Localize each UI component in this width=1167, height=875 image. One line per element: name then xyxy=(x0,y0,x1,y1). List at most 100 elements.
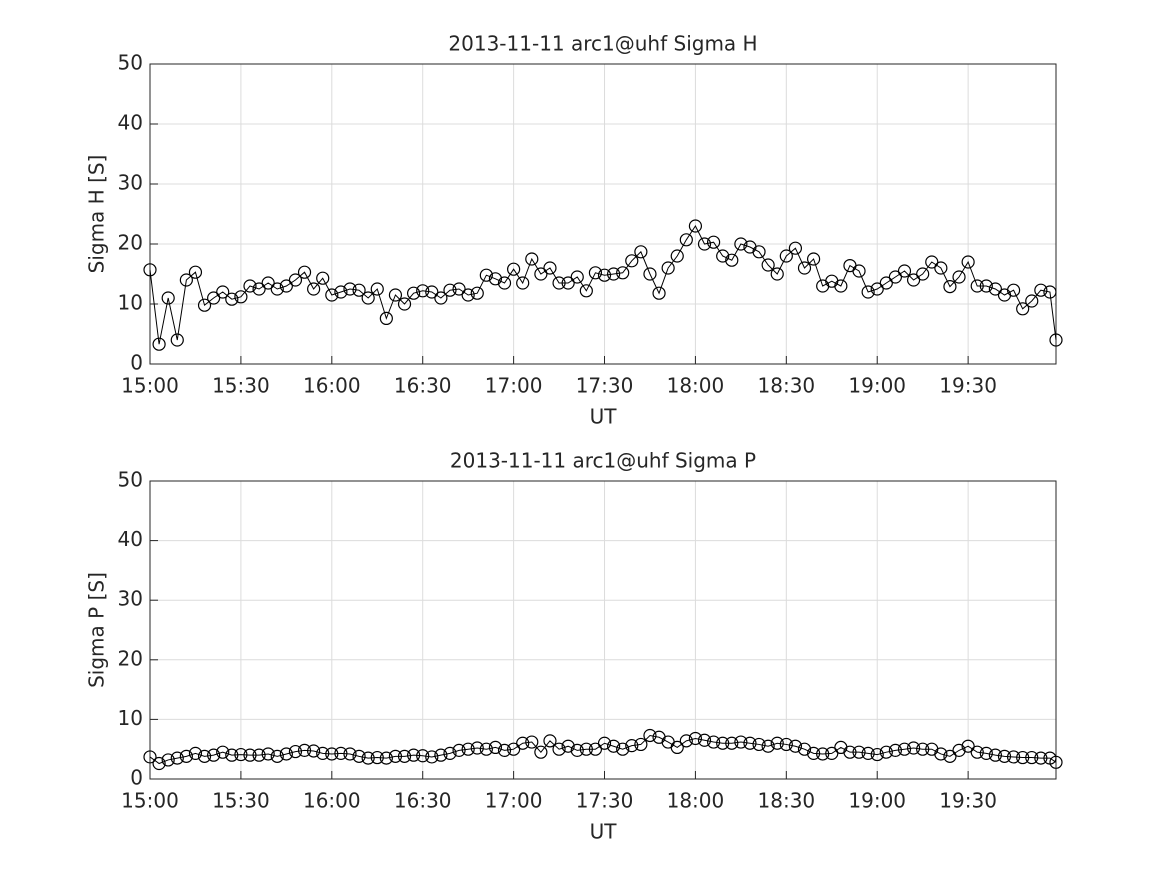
data-point xyxy=(543,734,557,748)
data-point xyxy=(561,739,575,753)
x-tick-label: 18:00 xyxy=(667,374,725,398)
data-point xyxy=(343,747,357,761)
data-point xyxy=(588,742,603,756)
data-point xyxy=(397,749,412,763)
y-tick-label: 40 xyxy=(118,527,143,551)
data-point xyxy=(943,749,957,763)
data-point xyxy=(234,290,248,304)
data-point xyxy=(706,235,721,249)
data-point xyxy=(1006,283,1021,297)
x-tick-label: 15:30 xyxy=(212,789,270,813)
data-point xyxy=(906,273,921,287)
data-point xyxy=(1034,751,1048,765)
data-point xyxy=(188,265,203,279)
data-point xyxy=(870,282,884,296)
y-tick-label: 30 xyxy=(118,171,143,195)
data-point xyxy=(643,267,657,281)
data-point xyxy=(697,237,712,251)
axes-frame xyxy=(149,480,1057,780)
x-axis-label: UT xyxy=(590,405,618,429)
data-point xyxy=(688,731,703,746)
data-point xyxy=(316,271,330,285)
data-point xyxy=(534,267,548,281)
x-tick-label: 19:00 xyxy=(848,374,906,398)
data-point xyxy=(216,745,230,759)
data-point xyxy=(261,747,275,761)
data-point xyxy=(861,746,875,760)
data-point xyxy=(370,750,384,765)
data-point xyxy=(716,249,730,263)
data-point xyxy=(634,737,648,752)
data-point xyxy=(361,291,375,305)
data-point xyxy=(870,747,884,762)
data-point xyxy=(625,254,639,268)
y-tick-label: 0 xyxy=(130,766,143,790)
data-point xyxy=(843,745,857,759)
data-point xyxy=(734,237,748,251)
data-point xyxy=(297,265,312,279)
data-point xyxy=(434,291,448,305)
x-tick-label: 18:00 xyxy=(667,789,725,813)
data-point xyxy=(1025,294,1039,308)
data-point xyxy=(879,745,893,759)
data-point xyxy=(470,286,484,300)
data-point xyxy=(461,742,475,756)
data-point xyxy=(525,735,539,749)
data-point xyxy=(279,279,293,293)
data-point xyxy=(461,288,475,302)
data-point xyxy=(607,267,621,281)
data-point xyxy=(761,739,775,753)
data-point xyxy=(806,746,821,760)
data-point xyxy=(297,743,312,757)
data-point xyxy=(643,728,657,743)
data-point xyxy=(779,737,793,752)
data-point xyxy=(670,249,684,263)
data-point xyxy=(507,742,521,756)
data-point xyxy=(825,746,839,760)
y-tick-label: 30 xyxy=(118,587,143,611)
data-point xyxy=(961,255,975,269)
data-point xyxy=(970,745,984,759)
data-point xyxy=(207,748,221,762)
data-point xyxy=(288,273,303,287)
data-point xyxy=(316,746,330,760)
data-point xyxy=(561,276,575,290)
data-point xyxy=(216,285,230,299)
data-point xyxy=(470,741,484,755)
data-point xyxy=(379,311,393,325)
data-point xyxy=(252,748,266,762)
x-axis-label: UT xyxy=(590,820,618,844)
data-point xyxy=(234,747,248,762)
data-point xyxy=(997,749,1012,763)
data-point xyxy=(579,284,593,298)
y-tick-label: 0 xyxy=(130,351,143,375)
data-point xyxy=(270,749,284,763)
y-tick-label: 10 xyxy=(118,291,143,315)
data-point xyxy=(752,245,766,259)
y-tick-label: 50 xyxy=(118,468,143,492)
x-tick-label: 16:00 xyxy=(303,789,361,813)
data-point xyxy=(725,253,739,267)
data-point xyxy=(788,739,803,753)
data-point xyxy=(552,276,566,290)
y-tick-label: 20 xyxy=(118,231,143,255)
data-point xyxy=(852,745,866,759)
data-point xyxy=(361,751,375,765)
data-point xyxy=(788,241,803,255)
data-point xyxy=(334,746,348,760)
data-point xyxy=(443,746,457,760)
data-point xyxy=(888,743,903,757)
data-point xyxy=(834,279,848,293)
x-tick-label: 15:00 xyxy=(121,789,179,813)
data-point xyxy=(416,284,430,298)
data-point xyxy=(179,273,193,287)
data-point xyxy=(388,288,403,302)
x-tick-label: 17:30 xyxy=(576,789,634,813)
data-point xyxy=(597,736,612,750)
data-point xyxy=(979,746,993,760)
data-point xyxy=(507,262,521,276)
data-point xyxy=(452,743,466,757)
data-point xyxy=(734,735,748,749)
data-point xyxy=(479,268,493,282)
